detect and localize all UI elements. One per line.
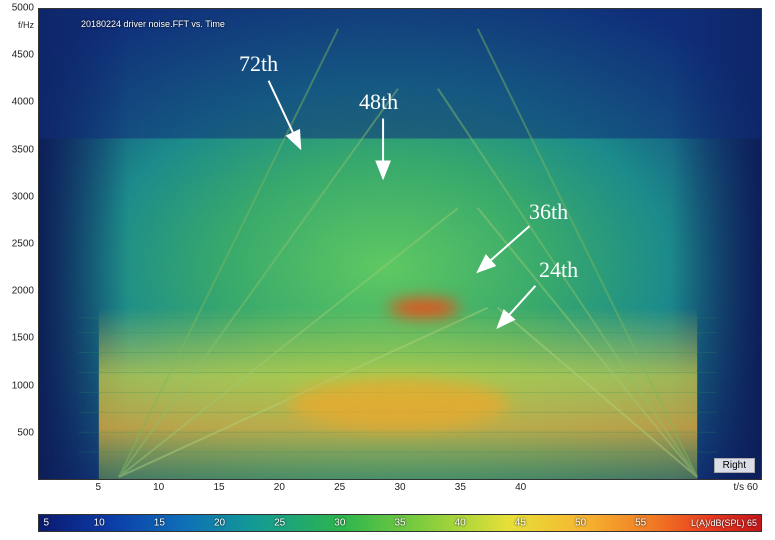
colorbar-tick: 25 — [274, 518, 285, 529]
colorbar-tick: 45 — [515, 518, 526, 529]
chart-title: 20180224 driver noise.FFT vs. Time — [81, 19, 225, 29]
colorbar: 5 L(A)/dB(SPL) 65 10 15 20 25 30 35 40 45 50 55 — [38, 514, 762, 532]
x-tick: 40 — [515, 482, 526, 493]
channel-label: Right — [714, 458, 755, 473]
hotspot-24th — [389, 299, 459, 317]
colorbar-tick: 30 — [334, 518, 345, 529]
y-tick: 4000 — [12, 97, 34, 108]
x-tick: 5 — [96, 482, 102, 493]
colorbar-tick: 40 — [455, 518, 466, 529]
colorbar-tick: 10 — [94, 518, 105, 529]
y-axis-unit: f/Hz — [18, 20, 34, 30]
spectrogram-plot: 20180224 driver noise.FFT vs. Time Right… — [38, 8, 762, 480]
y-tick: 3000 — [12, 191, 34, 202]
y-tick: 5000 — [12, 3, 34, 14]
y-axis: f/Hz 500 1000 1500 2000 2500 3000 3500 4000 4500… — [0, 8, 36, 480]
x-tick: 25 — [334, 482, 345, 493]
colorbar-unit: L(A)/dB(SPL) 65 — [691, 518, 757, 528]
x-tick: 30 — [394, 482, 405, 493]
x-axis-unit: t/s 60 — [734, 482, 758, 493]
y-tick: 3500 — [12, 144, 34, 155]
colorbar-tick: 20 — [214, 518, 225, 529]
x-tick: 15 — [213, 482, 224, 493]
colorbar-tick: 15 — [154, 518, 165, 529]
colorbar-tick: 55 — [635, 518, 646, 529]
y-tick: 2000 — [12, 286, 34, 297]
x-tick: 20 — [274, 482, 285, 493]
y-tick: 1500 — [12, 333, 34, 344]
colorbar-min: 5 — [43, 518, 49, 529]
y-tick: 4500 — [12, 50, 34, 61]
y-tick: 500 — [17, 427, 34, 438]
y-tick: 1000 — [12, 380, 34, 391]
x-axis: t/s 60 5 10 15 20 25 30 35 40 — [38, 480, 762, 500]
x-tick: 35 — [455, 482, 466, 493]
y-tick: 2500 — [12, 239, 34, 250]
x-tick: 10 — [153, 482, 164, 493]
colorbar-tick: 50 — [575, 518, 586, 529]
colorbar-tick: 35 — [394, 518, 405, 529]
hotspot-lowband — [289, 379, 509, 429]
